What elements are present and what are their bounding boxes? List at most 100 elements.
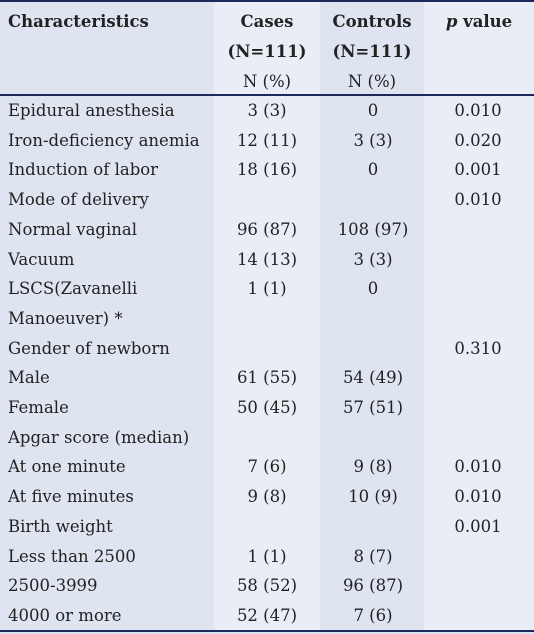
cases-value: 1 (1) bbox=[247, 279, 287, 299]
table-row: Less than 2500 1 (1) 8 (7) bbox=[0, 542, 534, 572]
p-value: 0.020 bbox=[454, 130, 502, 150]
table-row: Induction of labor 18 (16) 0 0.001 bbox=[0, 155, 534, 185]
controls-value bbox=[324, 334, 422, 364]
cases-column-shade bbox=[214, 0, 320, 632]
cases-value: 96 (87) bbox=[236, 219, 298, 239]
p-value bbox=[428, 393, 528, 423]
row-label: Induction of labor bbox=[8, 160, 159, 180]
row-label: Normal vaginal bbox=[8, 219, 138, 239]
row-label: At one minute bbox=[8, 457, 126, 477]
row-label: Mode of delivery bbox=[8, 190, 149, 210]
table-row: Birth weight 0.001 bbox=[0, 512, 534, 542]
p-value bbox=[428, 601, 528, 631]
controls-value: 3 (3) bbox=[353, 130, 393, 150]
p-value: 0.010 bbox=[454, 487, 502, 507]
header-cases: Cases (N=111) N (%) bbox=[214, 0, 320, 96]
table-row: Female 50 (45) 57 (51) bbox=[0, 393, 534, 423]
row-label: Manoeuver) * bbox=[8, 308, 123, 328]
cases-value: 7 (6) bbox=[247, 457, 287, 477]
table-row: LSCS(Zavanelli 1 (1) 0 bbox=[0, 274, 534, 304]
controls-value bbox=[324, 423, 422, 453]
header-cases-unit: N (%) bbox=[242, 72, 292, 91]
p-value: 0.010 bbox=[454, 101, 502, 120]
p-value bbox=[428, 423, 528, 453]
header-controls-unit: N (%) bbox=[347, 72, 397, 91]
table-row: Manoeuver) * bbox=[0, 304, 534, 334]
row-label: At five minutes bbox=[8, 487, 134, 507]
controls-value bbox=[324, 185, 422, 215]
header-p-value: p value bbox=[424, 0, 534, 96]
cases-value bbox=[218, 185, 316, 215]
row-label: Vacuum bbox=[8, 249, 75, 269]
controls-value: 108 (97) bbox=[337, 219, 409, 239]
cases-value: 3 (3) bbox=[247, 101, 287, 120]
p-value-column-shade bbox=[424, 0, 534, 632]
table-row: Epidural anesthesia 3 (3) 0 0.010 bbox=[0, 96, 534, 126]
row-label: LSCS(Zavanelli bbox=[8, 279, 138, 299]
controls-value: 0 bbox=[367, 279, 379, 299]
header-rule bbox=[0, 94, 534, 96]
header-characteristics: Characteristics bbox=[0, 0, 214, 96]
cases-value: 18 (16) bbox=[236, 160, 298, 180]
p-value: 0.010 bbox=[454, 190, 502, 210]
top-rule bbox=[0, 0, 534, 2]
row-label: Iron-deficiency anemia bbox=[8, 130, 200, 150]
header-cases-title: Cases bbox=[240, 12, 294, 31]
bottom-rule bbox=[0, 630, 534, 632]
row-label: Birth weight bbox=[8, 516, 113, 536]
row-label: Apgar score (median) bbox=[8, 427, 190, 447]
cases-value: 14 (13) bbox=[236, 249, 298, 269]
controls-value bbox=[324, 304, 422, 334]
row-label: Male bbox=[8, 368, 50, 388]
table-row: Gender of newborn 0.310 bbox=[0, 334, 534, 364]
controls-value: 8 (7) bbox=[353, 546, 393, 566]
cases-value: 9 (8) bbox=[247, 487, 287, 507]
row-label: Female bbox=[8, 398, 69, 417]
controls-value: 0 bbox=[367, 101, 379, 120]
table-row: 4000 or more 52 (47) 7 (6) bbox=[0, 601, 534, 631]
header-cases-n: (N=111) bbox=[227, 42, 307, 61]
table-row: Apgar score (median) bbox=[0, 423, 534, 453]
controls-value: 96 (87) bbox=[342, 576, 404, 596]
table-row: Normal vaginal 96 (87) 108 (97) bbox=[0, 215, 534, 245]
cases-value bbox=[218, 512, 316, 542]
header-controls-n: (N=111) bbox=[332, 42, 412, 61]
row-label: 4000 or more bbox=[8, 605, 122, 625]
row-label: Less than 2500 bbox=[8, 546, 136, 566]
controls-value: 9 (8) bbox=[353, 457, 393, 477]
table-row: Vacuum 14 (13) 3 (3) bbox=[0, 245, 534, 275]
controls-value: 54 (49) bbox=[342, 368, 404, 388]
table-row: Mode of delivery 0.010 bbox=[0, 185, 534, 215]
p-value bbox=[428, 304, 528, 334]
cases-value: 58 (52) bbox=[236, 576, 298, 596]
controls-value: 3 (3) bbox=[353, 249, 393, 269]
cases-value: 50 (45) bbox=[236, 398, 298, 417]
table-row: Iron-deficiency anemia 12 (11) 3 (3) 0.020 bbox=[0, 126, 534, 156]
p-value bbox=[428, 363, 528, 393]
p-value: 0.001 bbox=[454, 160, 502, 180]
p-value: 0.310 bbox=[454, 338, 502, 358]
row-label: Gender of newborn bbox=[8, 338, 170, 358]
p-value: 0.010 bbox=[454, 457, 502, 477]
cases-value: 61 (55) bbox=[236, 368, 298, 388]
header-characteristics-text: Characteristics bbox=[8, 12, 149, 31]
controls-value: 0 bbox=[367, 160, 379, 180]
cases-value: 1 (1) bbox=[247, 546, 287, 566]
controls-value: 7 (6) bbox=[353, 605, 393, 625]
cases-value bbox=[218, 334, 316, 364]
table-row: At five minutes 9 (8) 10 (9) 0.010 bbox=[0, 482, 534, 512]
table-row: 2500-3999 58 (52) 96 (87) bbox=[0, 571, 534, 601]
cases-value bbox=[218, 423, 316, 453]
p-value bbox=[428, 274, 528, 304]
row-label: Epidural anesthesia bbox=[8, 101, 175, 120]
p-value: 0.001 bbox=[454, 516, 502, 536]
cases-value: 52 (47) bbox=[236, 605, 298, 625]
table-row: Male 61 (55) 54 (49) bbox=[0, 363, 534, 393]
p-value bbox=[428, 542, 528, 572]
p-value bbox=[428, 245, 528, 275]
p-value bbox=[428, 215, 528, 245]
header-controls-title: Controls bbox=[332, 12, 412, 31]
row-label: 2500-3999 bbox=[8, 576, 98, 596]
header-controls: Controls (N=111) N (%) bbox=[320, 0, 424, 96]
